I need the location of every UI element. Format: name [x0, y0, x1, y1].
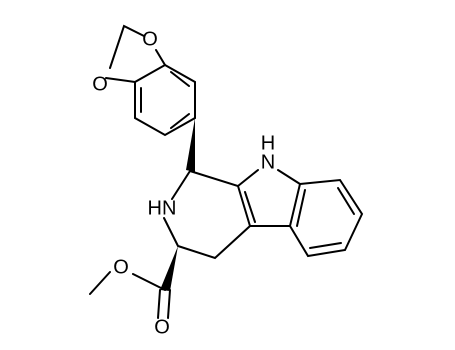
bond-double — [140, 71, 190, 129]
bond-dioxole — [105, 24, 166, 83]
atom-label: H — [261, 132, 275, 154]
atom-label: O — [142, 28, 158, 50]
bond-wedge — [186, 118, 195, 172]
bond-double — [296, 187, 355, 249]
bond-ester — [89, 271, 171, 319]
bond-ring — [289, 178, 364, 258]
atom-label: O — [92, 73, 108, 95]
bond-ring — [134, 63, 196, 137]
bond-ring — [163, 170, 252, 260]
bond-wedge — [160, 246, 178, 291]
atom-label: HN — [148, 197, 177, 219]
atom-label: O — [154, 316, 170, 338]
bonds — [89, 24, 364, 319]
bond-double — [244, 191, 256, 223]
atom-label: N — [261, 151, 275, 173]
atom-labels: O O H N HN O O — [92, 28, 275, 338]
atom-label: O — [113, 256, 129, 278]
bond-ring — [237, 169, 302, 227]
